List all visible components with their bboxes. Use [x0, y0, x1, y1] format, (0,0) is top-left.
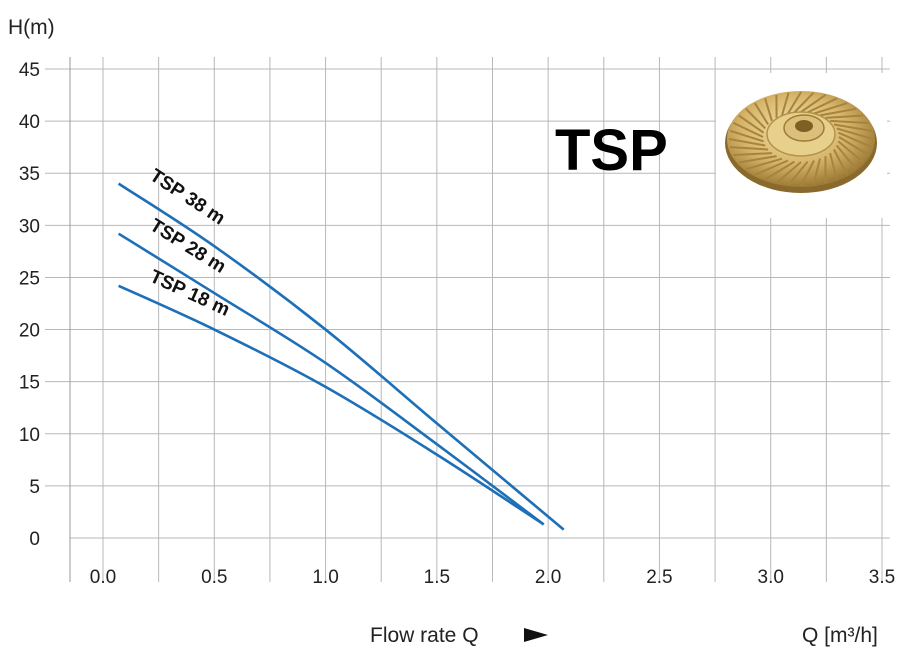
y-tick-label: 30	[19, 216, 40, 237]
x-tick-label: 2.5	[646, 567, 672, 588]
y-tick-label: 10	[19, 425, 40, 446]
y-tick-label: 35	[19, 164, 40, 185]
x-tick-labels: 0.0 0.5 1.0 1.5 2.0 2.5 3.0 3.5	[90, 567, 895, 588]
impeller-icon	[716, 73, 887, 218]
y-tick-label: 20	[19, 321, 40, 342]
y-tick-label: 5	[29, 477, 40, 498]
x-tick-label: 1.5	[424, 567, 450, 588]
arrow-right-icon	[524, 628, 548, 642]
y-tick-label: 15	[19, 373, 40, 394]
y-tick-labels: 0 5 10 15 20 25 30 35 40 45	[19, 60, 40, 550]
y-axis-title: H(m)	[8, 16, 55, 39]
series-line	[117, 232, 545, 526]
x-tick-label: 1.0	[312, 567, 338, 588]
x-tick-label: 3.0	[758, 567, 784, 588]
y-tick-label: 40	[19, 112, 40, 133]
brand-title: TSP	[555, 118, 668, 183]
x-tick-label: 2.0	[535, 567, 561, 588]
series-lines	[117, 182, 565, 531]
x-tick-label: 0.0	[90, 567, 116, 588]
y-tick-label: 25	[19, 268, 40, 289]
x-axis-title: Flow rate Q	[370, 624, 479, 647]
x-axis-unit: Q [m³/h]	[802, 624, 878, 647]
y-tick-label: 0	[29, 529, 40, 550]
x-tick-label: 3.5	[869, 567, 895, 588]
series-line	[117, 182, 565, 531]
grid	[45, 57, 890, 582]
x-tick-label: 0.5	[201, 567, 227, 588]
series-line	[118, 284, 545, 526]
y-tick-label: 45	[19, 60, 40, 81]
